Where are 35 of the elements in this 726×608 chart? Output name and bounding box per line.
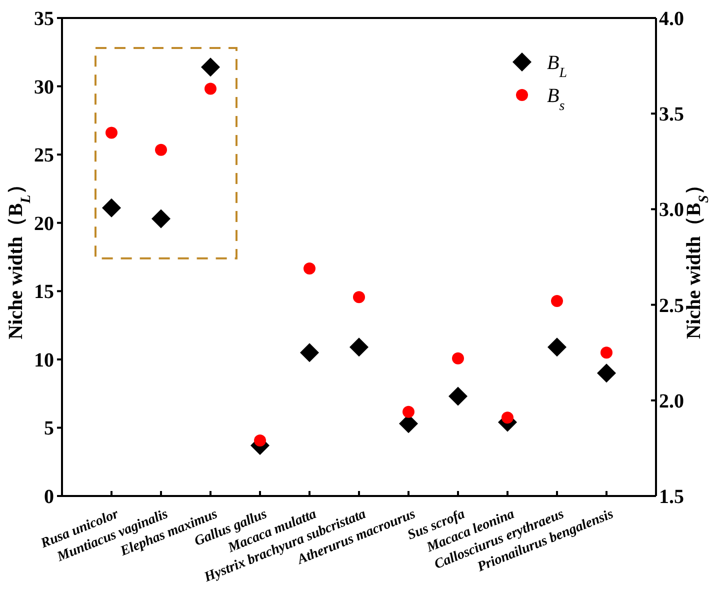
y-tick-label: 30 [34, 76, 54, 98]
point [204, 82, 216, 95]
y2-tick-label: 2.0 [659, 390, 684, 412]
y-tick-label: 20 [34, 212, 54, 235]
y2-tick-label: 3.0 [659, 199, 684, 222]
legend-label: B$_{L}$ [547, 52, 568, 80]
y-tick-label: 10 [34, 349, 54, 372]
point [353, 291, 365, 304]
y2-tick-label: 4.0 [659, 8, 684, 30]
point [304, 262, 316, 274]
y-tick-label: 5 [44, 418, 54, 440]
y-tick-label: 15 [34, 281, 54, 304]
point [254, 434, 266, 447]
point [452, 352, 464, 364]
point [155, 144, 167, 156]
y2-tick-label: 2.5 [659, 294, 684, 317]
point [551, 294, 563, 307]
y2-tick-label: 1.5 [659, 486, 684, 508]
point [201, 58, 220, 77]
y-tick-label: 35 [34, 8, 54, 30]
point [106, 126, 118, 139]
point [102, 198, 121, 218]
y-tick-label: 25 [34, 144, 54, 167]
point [597, 364, 616, 383]
point [548, 338, 566, 357]
point [502, 412, 514, 424]
point [448, 386, 468, 406]
point [402, 406, 414, 418]
legend-label: B$_{s}$ [547, 85, 566, 114]
y-tick-label: 0 [44, 486, 54, 508]
point [152, 209, 170, 228]
point [350, 338, 368, 357]
point [300, 343, 319, 362]
point [600, 346, 612, 359]
y2-tick-label: 3.5 [659, 104, 684, 126]
